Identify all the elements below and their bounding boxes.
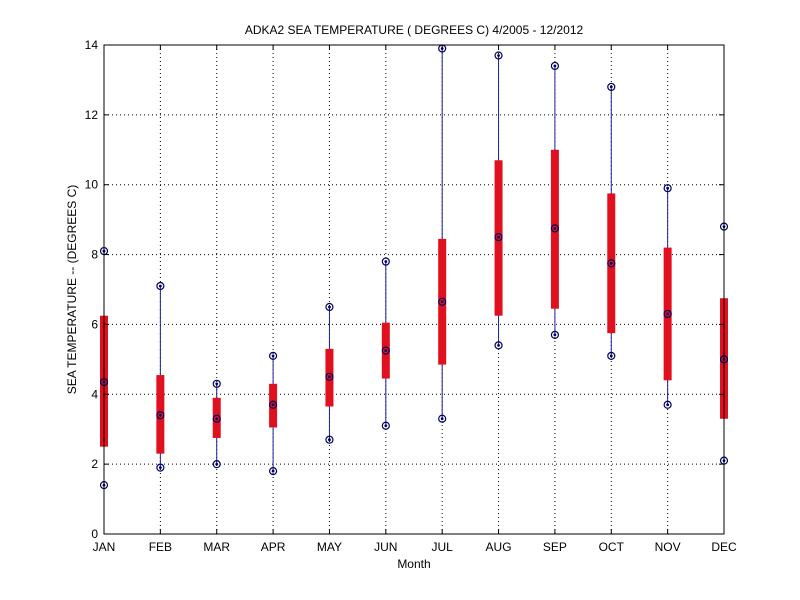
y-tick-label: 10 (85, 178, 99, 192)
x-tick-label: MAR (203, 540, 230, 554)
x-tick-label: MAY (317, 540, 342, 554)
min-marker (156, 463, 165, 472)
x-tick-label: FEB (149, 540, 172, 554)
median-marker (550, 224, 560, 233)
x-tick-label: JUN (374, 540, 397, 554)
y-tick-label: 12 (85, 108, 99, 122)
chart-title: ADKA2 SEA TEMPERATURE ( DEGREES C) 4/200… (245, 23, 584, 37)
x-tick-label: JUL (432, 540, 454, 554)
min-marker (325, 435, 334, 444)
min-marker (268, 467, 278, 476)
min-marker (663, 400, 672, 409)
min-marker (494, 341, 503, 350)
max-marker (550, 61, 560, 71)
x-tick-label: APR (261, 540, 286, 554)
plot-frame (103, 44, 725, 535)
y-axis-label: SEA TEMPERATURE -- (DEGREES C) (65, 185, 79, 395)
median-marker (663, 309, 672, 319)
max-marker (663, 184, 672, 193)
median-marker (607, 259, 616, 268)
x-tick-label: OCT (599, 540, 625, 554)
median-marker (268, 400, 278, 409)
tick-layer: JAN FEB MAR APR MAY JUN JUL AUG SEP OCT NOV DEC 0 2 4 6… (85, 38, 737, 554)
median-marker (212, 414, 221, 423)
max-marker (381, 257, 390, 266)
max-marker (494, 51, 503, 60)
max-marker (268, 351, 278, 360)
median-marker (325, 372, 334, 381)
min-marker (550, 330, 560, 340)
min-marker (381, 421, 390, 430)
x-tick-label: AUG (486, 540, 512, 554)
min-marker (212, 460, 221, 469)
median-marker (381, 346, 390, 355)
x-tick-label: DEC (711, 540, 737, 554)
median-marker (156, 411, 165, 420)
max-marker (607, 82, 616, 92)
y-tick-label: 6 (91, 317, 98, 331)
max-marker (212, 379, 221, 388)
y-tick-label: 14 (85, 38, 99, 52)
max-marker (325, 302, 334, 312)
y-tick-label: 0 (91, 527, 98, 541)
x-tick-label: NOV (655, 540, 681, 554)
max-marker (156, 281, 165, 291)
y-tick-label: 8 (91, 248, 98, 262)
median-marker (494, 233, 503, 242)
min-marker (607, 351, 616, 360)
x-tick-label: JAN (93, 540, 116, 554)
x-tick-label: SEP (543, 540, 567, 554)
median-marker (438, 297, 447, 306)
x-axis-label: Month (397, 557, 430, 571)
min-marker (438, 414, 447, 423)
y-tick-label: 2 (91, 457, 98, 471)
y-tick-label: 4 (91, 387, 98, 401)
